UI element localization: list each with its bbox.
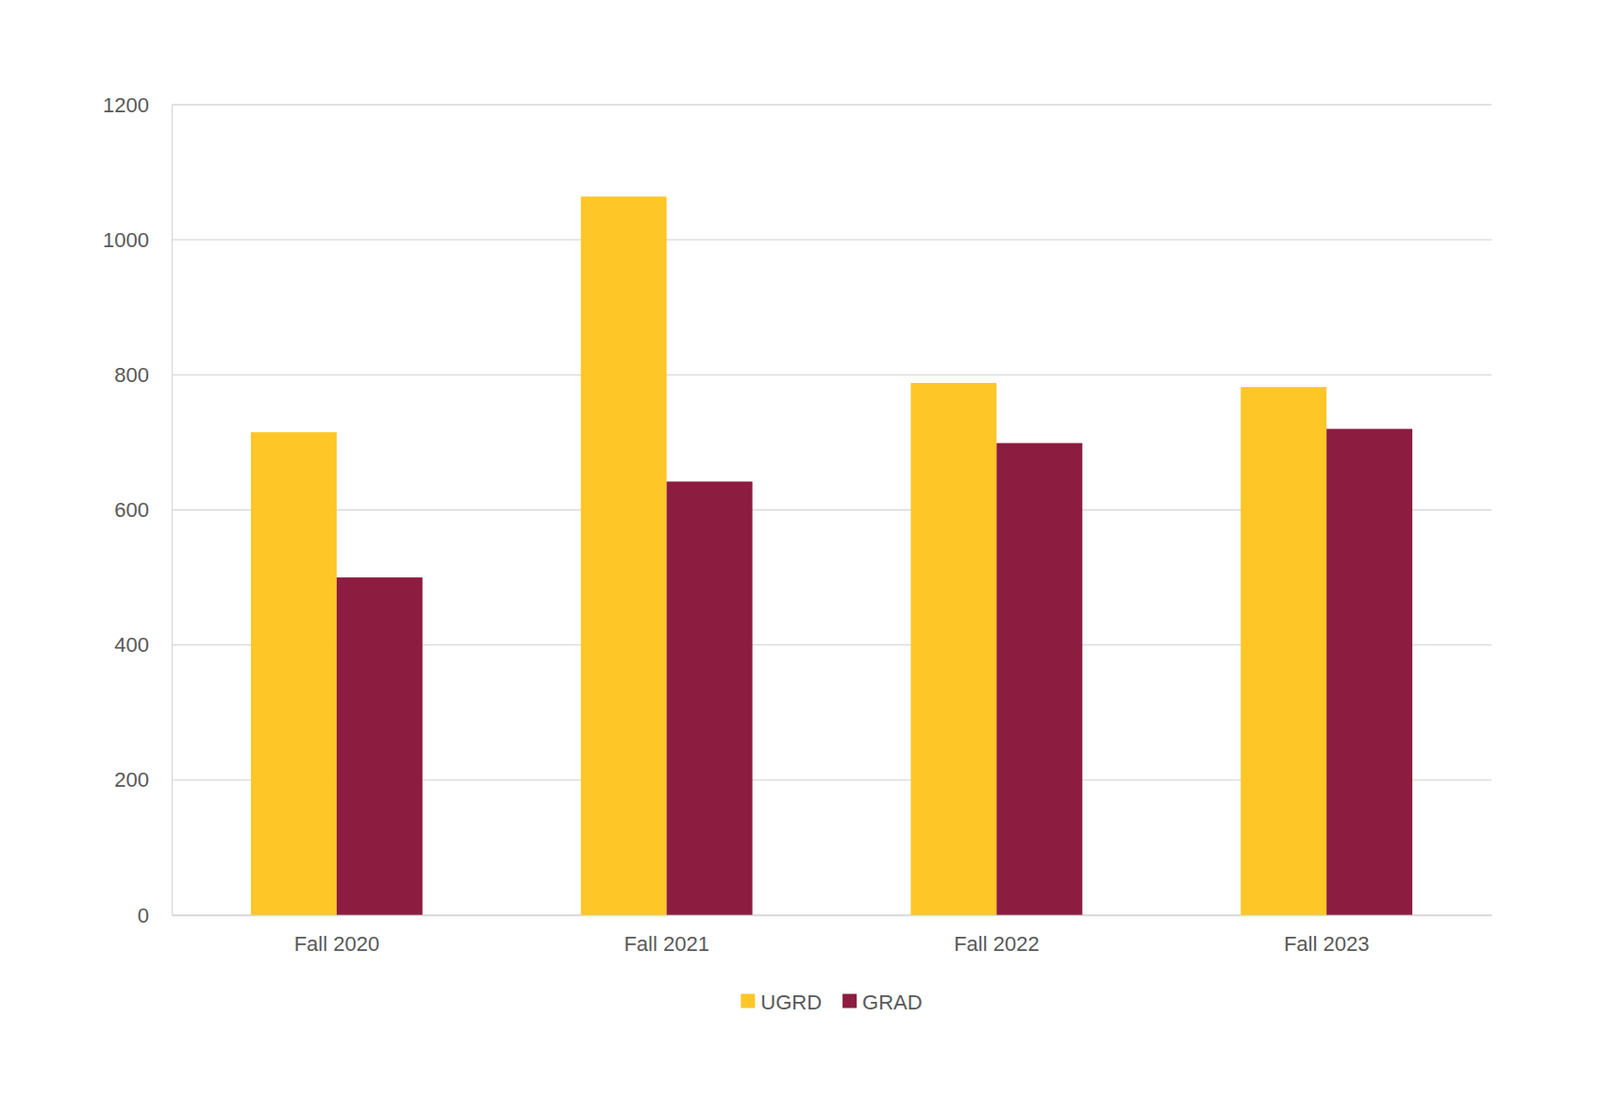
y-tick: 400 bbox=[114, 633, 172, 657]
bar bbox=[581, 196, 667, 916]
x-tick-label: Fall 2023 bbox=[1283, 932, 1370, 956]
y-axis-line bbox=[171, 105, 173, 917]
bars bbox=[250, 196, 1413, 916]
y-tick: 0 bbox=[137, 903, 172, 928]
x-tick-label: Fall 2022 bbox=[953, 932, 1040, 956]
legend-item: GRAD bbox=[842, 990, 923, 1015]
y-tick-label: 800 bbox=[114, 363, 150, 387]
legend-item: UGRD bbox=[740, 990, 822, 1015]
x-tick-label: Fall 2020 bbox=[294, 932, 381, 956]
y-tick-label: 1200 bbox=[102, 93, 150, 117]
y-tick: 200 bbox=[114, 767, 172, 792]
y-axis: 0 200 400 600 800 1000 1200 bbox=[102, 93, 172, 928]
y-tick-label: 1000 bbox=[102, 228, 150, 252]
y-tick: 1200 bbox=[102, 93, 172, 117]
bar bbox=[250, 432, 337, 916]
legend-swatch bbox=[842, 994, 857, 1009]
y-tick-label: 200 bbox=[114, 767, 150, 792]
x-axis-line bbox=[172, 915, 1493, 917]
bar bbox=[910, 383, 997, 916]
y-tick: 1000 bbox=[102, 228, 172, 252]
bar bbox=[666, 481, 753, 916]
x-tick: Fall 2023 bbox=[1283, 915, 1370, 956]
grid-line bbox=[171, 374, 1492, 376]
y-tick-label: 400 bbox=[114, 633, 150, 657]
x-tick: Fall 2021 bbox=[623, 915, 710, 956]
legend: UGRD GRAD bbox=[740, 990, 922, 1015]
legend-swatch bbox=[740, 994, 755, 1009]
y-tick: 600 bbox=[114, 498, 172, 522]
bar bbox=[1240, 386, 1327, 916]
y-tick-label: 600 bbox=[114, 498, 150, 522]
grid-line bbox=[171, 103, 1492, 105]
y-tick-label: 0 bbox=[137, 903, 150, 928]
grid bbox=[171, 104, 1492, 916]
x-tick: Fall 2022 bbox=[953, 915, 1040, 956]
bar bbox=[336, 577, 423, 916]
legend-label: UGRD bbox=[760, 990, 822, 1015]
bar bbox=[1326, 429, 1413, 916]
x-tick-label: Fall 2021 bbox=[623, 932, 710, 956]
legend-label: GRAD bbox=[862, 990, 923, 1015]
plot: 020040060080010001200Fall 2020Fall 2021F… bbox=[102, 93, 1492, 956]
chart: 020040060080010001200Fall 2020Fall 2021F… bbox=[0, 0, 1600, 1100]
bar bbox=[996, 443, 1083, 916]
x-axis: Fall 2020 Fall 2021 Fall 2022 Fall 2023 bbox=[172, 915, 1493, 956]
y-tick: 800 bbox=[114, 363, 172, 387]
x-tick: Fall 2020 bbox=[294, 915, 381, 956]
grid-line bbox=[171, 239, 1492, 241]
